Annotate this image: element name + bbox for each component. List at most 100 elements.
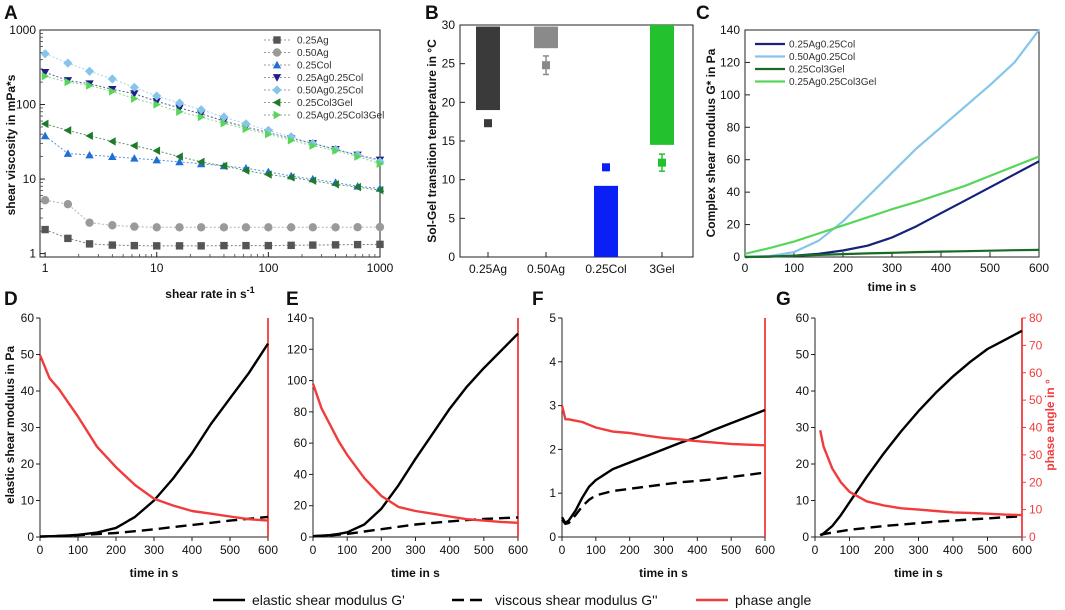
y-tick-label: 40 bbox=[21, 384, 35, 398]
chart-b-transition-temperature: 0 5 10 15 20 25 30 0.25Ag 0.50Ag 0.25Col 3Gel Sol-G… bbox=[425, 18, 694, 276]
data-point-0.25Ag bbox=[175, 242, 184, 250]
bar-0.50Ag bbox=[534, 26, 558, 49]
data-point-0.25Ag0.25Col3Gel bbox=[220, 119, 229, 128]
data-point-0.25Ag bbox=[376, 240, 384, 249]
x-tick-label: 100 bbox=[68, 543, 88, 557]
chart-f-moduli: 0 100 200 300 400 500 600 0 1 2 3 4 5 time in s bbox=[549, 311, 775, 580]
y-tick-label: 100 bbox=[720, 88, 740, 102]
y-tick-label: 50 bbox=[796, 348, 810, 362]
data-point-0.25Col3Gel bbox=[308, 176, 317, 185]
x-axis-label-superscript: -1 bbox=[247, 285, 255, 295]
y-tick-label: 0 bbox=[27, 530, 34, 544]
x-tick-label: 3Gel bbox=[649, 262, 674, 276]
legend-label-0.25Col3Gel: 0.25Col3Gel bbox=[789, 65, 845, 76]
y-tick-label: 80 bbox=[294, 405, 308, 419]
y-tick-label: 1 bbox=[29, 247, 36, 261]
y-tick-label: 10 bbox=[796, 494, 810, 508]
legend-marker-0.25Ag bbox=[273, 36, 281, 44]
data-point-0.50Ag bbox=[353, 222, 362, 232]
data-point-0.25Ag0.25Col3Gel bbox=[265, 129, 273, 139]
data-point-0.50Ag0.25Col bbox=[286, 132, 296, 142]
data-point-0.25Col bbox=[63, 149, 73, 157]
data-point-0.25Ag bbox=[41, 225, 49, 234]
data-point-0.25Col3Gel bbox=[108, 137, 116, 146]
y-tick-label: 30 bbox=[442, 18, 456, 32]
data-point-0.50Ag bbox=[175, 223, 184, 232]
x-tick-label: 200 bbox=[371, 543, 391, 557]
data-point-0.25Ag bbox=[353, 240, 362, 249]
y-tick-label: 20 bbox=[796, 457, 810, 471]
y-tick-label: 10 bbox=[21, 494, 35, 508]
x-tick-label: 600 bbox=[508, 543, 528, 557]
data-point-0.50Ag0.25Col bbox=[263, 125, 273, 135]
data-point-0.50Ag bbox=[286, 223, 296, 232]
y-tick-label: 60 bbox=[796, 311, 810, 325]
x-axis-label: time in s bbox=[868, 280, 917, 294]
legend-label-0.25Ag0.25Col: 0.25Ag0.25Col bbox=[297, 73, 363, 84]
series-line-0.50Ag bbox=[45, 199, 381, 228]
legend-label-0.25Ag0.25Col3Gel: 0.25Ag0.25Col3Gel bbox=[297, 111, 384, 122]
data-point-0.25Col3Gel bbox=[375, 185, 384, 195]
x-tick-label: 10 bbox=[150, 261, 164, 275]
x-tick-label: 300 bbox=[144, 543, 164, 557]
data-point-0.25Ag bbox=[264, 241, 273, 250]
data-point-0.50Ag0.25Col bbox=[129, 82, 139, 92]
y-tick-label: 0 bbox=[448, 250, 455, 264]
legend-label-phase-angle: phase angle bbox=[735, 592, 812, 608]
data-point-0.25Ag bbox=[108, 241, 117, 249]
data-point-0.25Col bbox=[40, 131, 50, 140]
x-tick-label: 300 bbox=[908, 543, 928, 557]
data-point-0.50Ag bbox=[264, 223, 273, 232]
series-line-0.25Col3Gel bbox=[744, 248, 1040, 259]
data-point-0.25Ag0.25Col3Gel bbox=[309, 141, 317, 150]
data-point-0.25Ag bbox=[242, 241, 250, 250]
bottom-legend: elastic shear modulus G' viscous shear m… bbox=[213, 592, 812, 608]
legend-label-0.25Ag0.25Col3Gel: 0.25Ag0.25Col3Gel bbox=[789, 77, 876, 88]
legend-label-elastic: elastic shear modulus G' bbox=[252, 592, 405, 608]
data-point-0.50Ag0.25Col bbox=[174, 98, 185, 108]
data-point-0.25Col3Gel bbox=[196, 157, 205, 167]
y2-tick-label: 40 bbox=[1029, 421, 1043, 435]
legend-label-0.50Ag: 0.50Ag bbox=[297, 48, 329, 59]
x-tick-label: 400 bbox=[931, 261, 951, 275]
panel-letter-a: A bbox=[4, 3, 18, 24]
data-point-0.25Col3Gel bbox=[152, 146, 161, 155]
legend-label-0.50Ag0.25Col: 0.50Ag0.25Col bbox=[789, 52, 855, 63]
legend-label-0.25Ag: 0.25Ag bbox=[297, 36, 329, 47]
x-tick-label: 500 bbox=[980, 261, 1000, 275]
x-tick-label: 1 bbox=[42, 261, 49, 275]
x-tick-label: 400 bbox=[182, 543, 202, 557]
chart-c-complex-modulus: 0 100 200 300 400 500 600 0 20 40 60 80 100 120 140 tim… bbox=[704, 23, 1049, 294]
y2-tick-label: 50 bbox=[1029, 393, 1043, 407]
y-tick-label: 30 bbox=[796, 421, 810, 435]
chart-e-moduli: 0 100 200 300 400 500 600 0 20 40 60 80 100 120 140 tim… bbox=[287, 311, 528, 580]
data-point-0.50Ag bbox=[196, 223, 206, 232]
y-tick-label: 10 bbox=[442, 173, 456, 187]
panel-letter-e: E bbox=[286, 289, 299, 310]
data-point-0.50Ag0.25Col bbox=[84, 66, 95, 76]
x-tick-label: 600 bbox=[258, 543, 278, 557]
data-point-0.25Ag0.25Col bbox=[130, 90, 139, 98]
y-tick-label: 100 bbox=[287, 374, 307, 388]
panel-letter-d: D bbox=[4, 289, 18, 310]
data-point-0.25Col3Gel bbox=[40, 119, 49, 129]
x-tick-label: 300 bbox=[653, 543, 673, 557]
x-tick-label: 100 bbox=[586, 543, 606, 557]
panel-letter-b: B bbox=[425, 3, 439, 24]
y-tick-label: 120 bbox=[287, 342, 307, 356]
data-point-0.25Ag0.25Col3Gel bbox=[354, 152, 362, 161]
series-line-phase angle bbox=[311, 383, 519, 524]
data-point-0.50Ag0.25Col bbox=[63, 58, 73, 68]
x-axis-label: time in s bbox=[391, 566, 440, 580]
legend-marker-0.25Ag0.25Col3Gel bbox=[273, 110, 282, 120]
x-tick-label: 100 bbox=[258, 261, 278, 275]
y2-tick-label: 30 bbox=[1029, 448, 1043, 462]
x-tick-label: 100 bbox=[839, 543, 859, 557]
y-tick-label: 40 bbox=[294, 467, 308, 481]
data-point-0.25Ag bbox=[197, 242, 205, 250]
data-point-0.25Ag0.25Col3Gel bbox=[130, 94, 139, 103]
data-point-0.50Ag bbox=[63, 199, 73, 209]
panel-letter-c: C bbox=[696, 3, 710, 24]
y2-tick-label: 10 bbox=[1029, 503, 1043, 517]
